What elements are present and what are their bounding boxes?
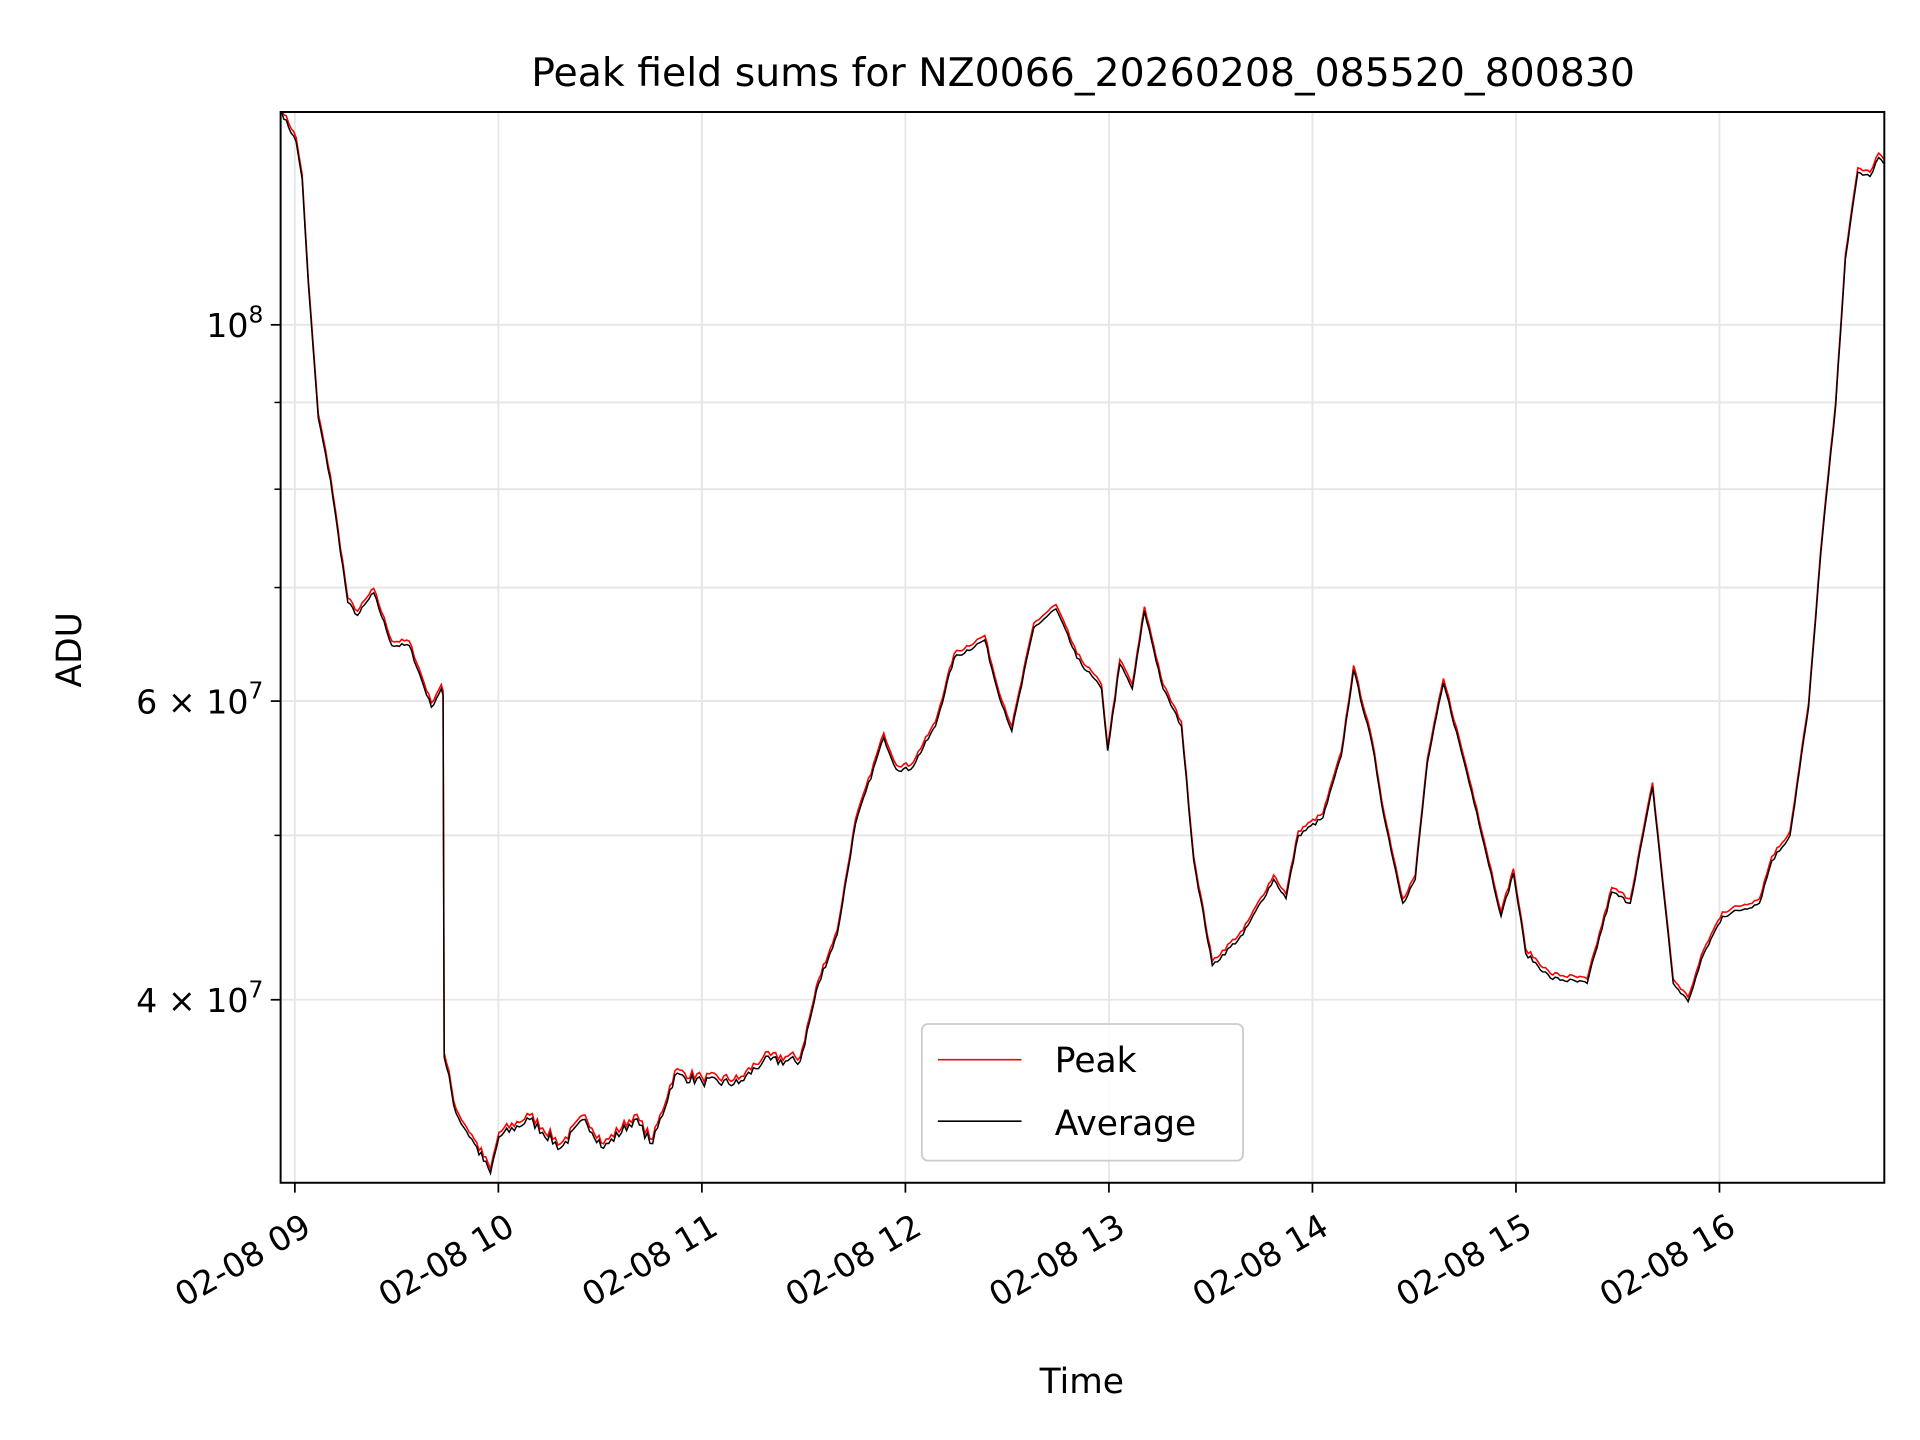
- series-lines: [280, 112, 1885, 1176]
- plot-frame: [279, 111, 1886, 1184]
- legend-average-label: Average: [1055, 1104, 1196, 1144]
- y-axis: 108 6 × 107 4 × 107: [136, 300, 281, 1020]
- y-tick-label: 6 × 107: [136, 677, 263, 722]
- y-tick-label: 4 × 107: [136, 975, 263, 1020]
- chart-title: Peak field sums for NZ0066_20260208_0855…: [531, 50, 1635, 96]
- y-tick-label: 108: [206, 300, 263, 345]
- y-axis-label: ADU: [50, 612, 90, 687]
- grid: [280, 112, 1885, 1183]
- legend: Peak Average: [920, 1023, 1245, 1162]
- x-axis-label: Time: [1039, 1362, 1124, 1402]
- legend-box: [920, 1023, 1245, 1162]
- legend-peak-label: Peak: [1055, 1041, 1137, 1081]
- peak-series-line: [282, 112, 1885, 1172]
- average-series-line: [280, 112, 1885, 1176]
